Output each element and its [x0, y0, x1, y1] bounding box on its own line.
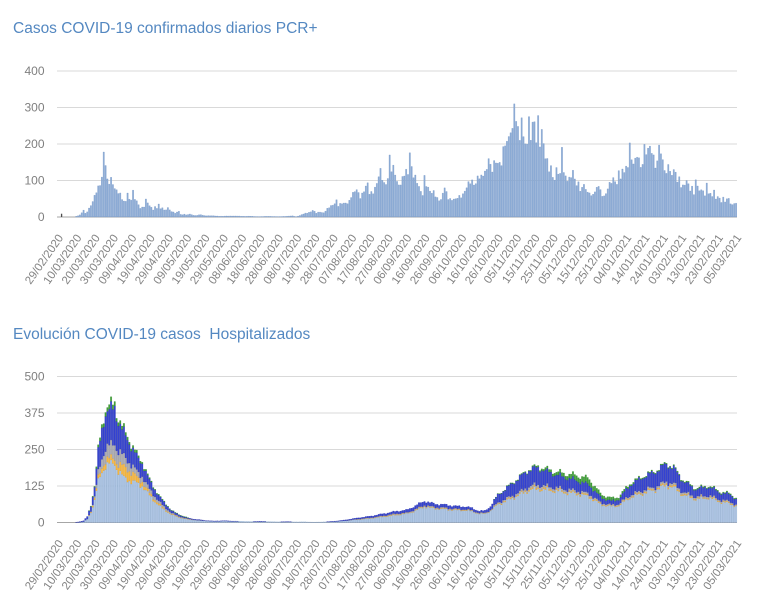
svg-text:0: 0 [38, 210, 45, 224]
svg-text:300: 300 [24, 101, 44, 115]
svg-text:250: 250 [24, 443, 44, 457]
svg-text:500: 500 [24, 370, 44, 384]
svg-text:Evolución COVID-19 casos Hosp: Evolución COVID-19 casos Hospitalizados [13, 326, 310, 343]
svg-text:400: 400 [24, 64, 44, 78]
svg-text:100: 100 [24, 174, 44, 188]
svg-text:375: 375 [24, 406, 44, 420]
svg-text:125: 125 [24, 479, 44, 493]
svg-text:200: 200 [24, 137, 44, 151]
svg-text:Casos COVID-19 confirmados dia: Casos COVID-19 confirmados diarios PCR+ [13, 20, 318, 37]
svg-text:0: 0 [38, 516, 45, 530]
